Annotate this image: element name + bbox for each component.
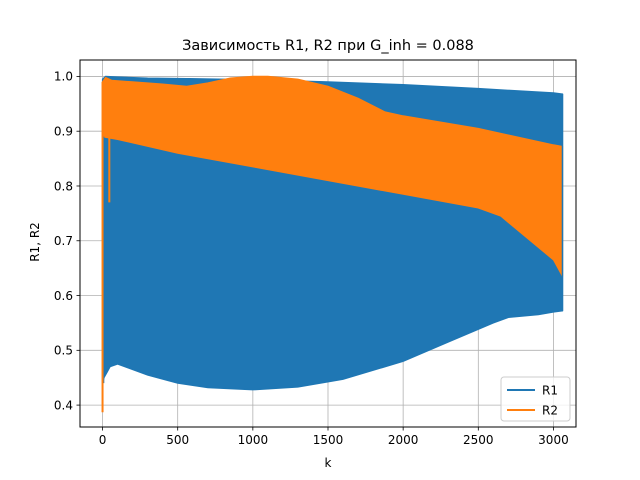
- y-tick-label: 0.6: [54, 289, 73, 303]
- x-tick-label: 3000: [538, 433, 569, 447]
- legend-label-r1: R1: [542, 383, 558, 397]
- y-tick-label: 1.0: [54, 70, 73, 84]
- y-tick-label: 0.5: [54, 344, 73, 358]
- y-tick-label: 0.4: [54, 398, 73, 412]
- y-tick-label: 0.9: [54, 125, 73, 139]
- series-layer: [101, 75, 564, 413]
- legend-label-r2: R2: [542, 403, 558, 417]
- x-tick-label: 500: [166, 433, 189, 447]
- y-tick-label: 0.8: [54, 179, 73, 193]
- y-axis-label: R1, R2: [28, 222, 42, 262]
- x-tick-label: 2500: [463, 433, 494, 447]
- x-tick-label: 1500: [313, 433, 344, 447]
- ticks: 0 500 1000 1500 2000 2500 3000 0.4 0.5 0.6 0.7 0.8 0…: [54, 70, 569, 447]
- legend-box: [500, 376, 571, 422]
- x-tick-label: 2000: [388, 433, 419, 447]
- x-axis-label: k: [325, 456, 332, 470]
- x-tick-label: 1000: [238, 433, 269, 447]
- y-tick-label: 0.7: [54, 234, 73, 248]
- chart-title: Зависимость R1, R2 при G_inh = 0.088: [182, 38, 474, 54]
- series-r2-band: [101, 75, 564, 277]
- x-tick-label: 0: [99, 433, 107, 447]
